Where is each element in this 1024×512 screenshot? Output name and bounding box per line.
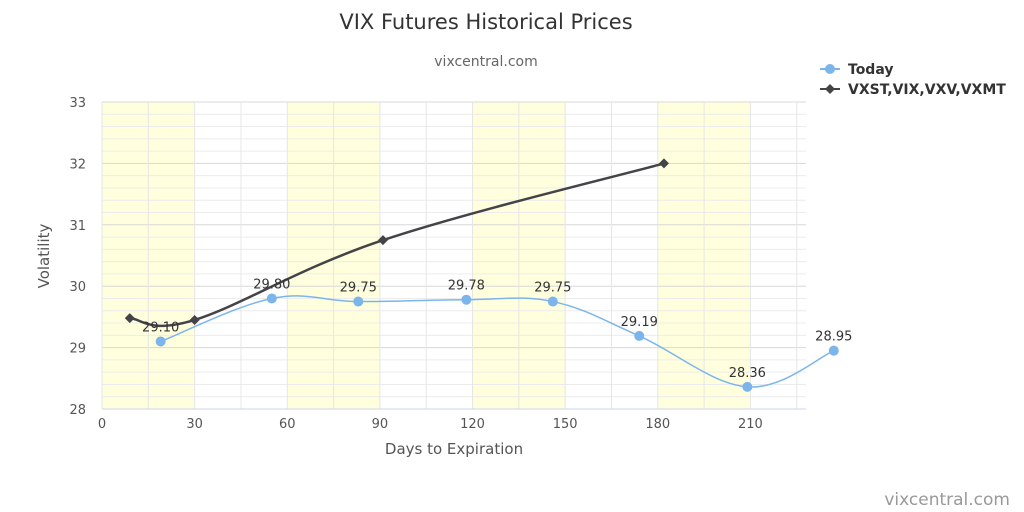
- data-label: 29.75: [534, 281, 571, 296]
- x-tick-label: 120: [460, 417, 485, 432]
- x-axis-title: Days to Expiration: [385, 440, 523, 458]
- data-label: 29.75: [340, 281, 377, 296]
- x-tick-label: 30: [186, 417, 203, 432]
- series-line-1: [129, 162, 665, 328]
- y-axis-title: Volatility: [35, 223, 53, 288]
- x-tick-label: 90: [372, 417, 389, 432]
- data-point[interactable]: [155, 336, 166, 347]
- data-label: 29.78: [448, 279, 485, 294]
- data-point[interactable]: [266, 293, 277, 304]
- data-label: 28.36: [729, 366, 766, 381]
- y-tick-labels: 28 29 30 31 32 33: [69, 96, 86, 418]
- legend-item-today[interactable]: Today: [820, 62, 893, 78]
- legend-item-term-structure[interactable]: VXST,VIX,VXV,VXMT: [820, 82, 1006, 98]
- y-tick-label: 30: [69, 280, 86, 295]
- series-0: [155, 293, 839, 392]
- legend: Today VXST,VIX,VXV,VXMT: [820, 62, 1006, 98]
- x-tick-label: 60: [279, 417, 296, 432]
- x-tick-label: 150: [553, 417, 578, 432]
- chart-subtitle: vixcentral.com: [434, 54, 537, 70]
- y-tick-label: 28: [69, 403, 86, 418]
- data-point[interactable]: [547, 296, 558, 307]
- data-label: 29.10: [142, 320, 179, 335]
- chart-title: VIX Futures Historical Prices: [339, 10, 632, 34]
- series-layer: [124, 158, 839, 392]
- x-tick-label: 0: [98, 417, 106, 432]
- data-point[interactable]: [634, 330, 645, 341]
- series-line-0: [160, 295, 835, 388]
- series-1: [124, 158, 669, 328]
- data-point[interactable]: [828, 345, 839, 356]
- data-label: 29.19: [621, 315, 658, 330]
- legend-label-today: Today: [848, 62, 893, 78]
- credit-link[interactable]: vixcentral.com: [884, 490, 1010, 510]
- x-tick-label: 210: [738, 417, 763, 432]
- x-tick-labels: 0 30 60 90 120 150 180 210: [98, 417, 763, 432]
- legend-marker-term-structure: [825, 84, 835, 94]
- data-labels: 29.10 29.80 29.75 29.78 29.75 29.19 28.36 28.95: [142, 277, 852, 380]
- data-point[interactable]: [377, 235, 388, 246]
- data-label: 28.95: [815, 330, 852, 345]
- y-tick-label: 33: [69, 96, 86, 111]
- data-point[interactable]: [353, 296, 364, 307]
- y-tick-label: 32: [69, 157, 86, 172]
- data-point[interactable]: [124, 313, 135, 324]
- legend-label-term-structure: VXST,VIX,VXV,VXMT: [848, 82, 1006, 98]
- legend-marker-today: [825, 64, 835, 74]
- y-tick-label: 29: [69, 342, 86, 357]
- data-point[interactable]: [189, 314, 200, 325]
- data-label: 29.80: [253, 277, 290, 292]
- data-point[interactable]: [658, 158, 669, 169]
- data-point[interactable]: [461, 294, 472, 305]
- data-point[interactable]: [742, 381, 753, 392]
- x-tick-label: 180: [645, 417, 670, 432]
- y-tick-label: 31: [69, 219, 86, 234]
